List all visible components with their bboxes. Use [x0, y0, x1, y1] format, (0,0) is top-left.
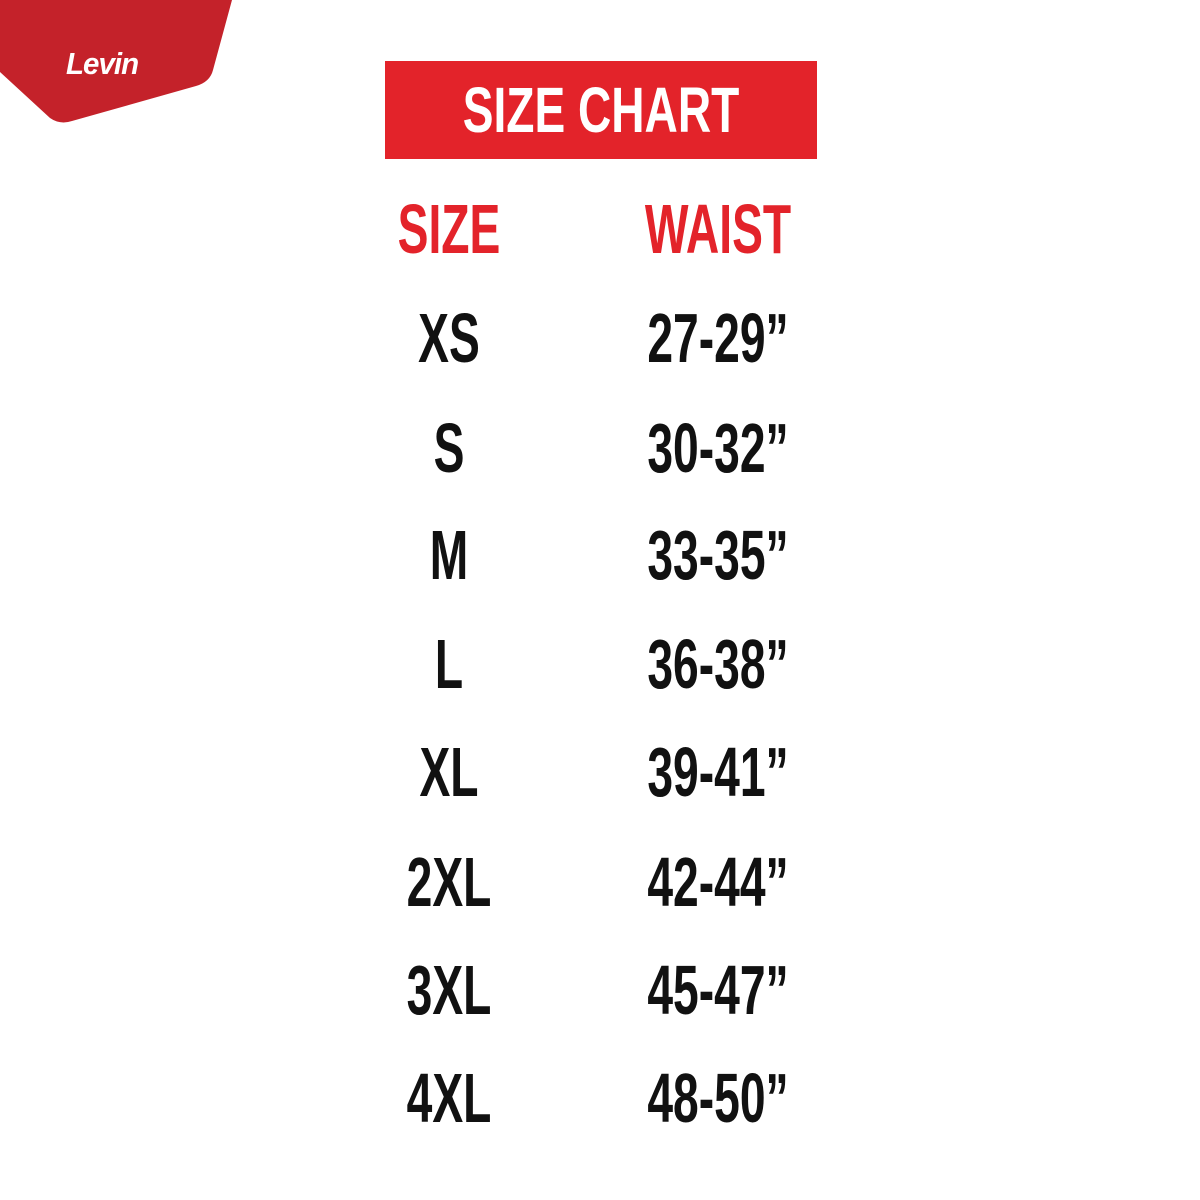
size-cell: XS [418, 299, 480, 377]
header-size: SIZE [397, 190, 501, 268]
page-title: SIZE CHART [462, 74, 740, 146]
size-cell: L [434, 625, 464, 703]
header-waist: WAIST [644, 190, 792, 268]
waist-cell: 42-44” [647, 843, 789, 921]
size-cell: M [429, 516, 469, 594]
waist-cell: 33-35” [647, 516, 789, 594]
waist-cell: 39-41” [647, 733, 789, 811]
logo-text: Levin [66, 46, 139, 81]
size-cell: 4XL [406, 1059, 492, 1137]
waist-cell: 36-38” [647, 625, 789, 703]
logo-badge-shape [0, 0, 232, 123]
waist-cell: 48-50” [647, 1059, 789, 1137]
title-banner: SIZE CHART [385, 61, 817, 159]
size-cell: 3XL [406, 951, 492, 1029]
size-cell: S [433, 409, 465, 487]
waist-cell: 45-47” [647, 951, 789, 1029]
waist-cell: 30-32” [647, 409, 789, 487]
size-cell: 2XL [406, 843, 492, 921]
size-cell: XL [419, 733, 479, 811]
waist-cell: 27-29” [647, 299, 789, 377]
